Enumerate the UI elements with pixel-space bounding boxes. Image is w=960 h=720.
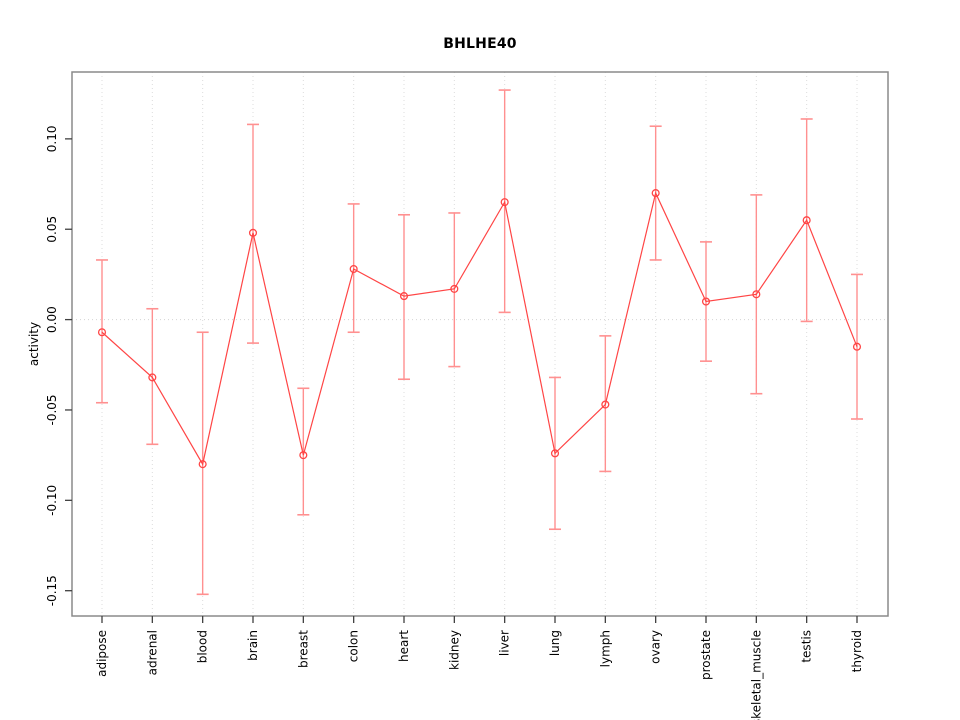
- data-point: [450, 284, 459, 293]
- x-tick-label: liver: [498, 630, 512, 656]
- data-point: [299, 451, 308, 460]
- x-tick-label: prostate: [699, 630, 713, 680]
- data-point: [97, 328, 107, 337]
- data-point: [198, 460, 207, 469]
- x-tick-label: adipose: [95, 630, 109, 677]
- x-tick-label: breast: [296, 630, 310, 668]
- y-tick-label: 0.00: [45, 306, 59, 333]
- data-point: [852, 342, 862, 351]
- data-point: [752, 290, 761, 299]
- chart-title: BHLHE40: [443, 36, 517, 52]
- x-tick-label: brain: [246, 630, 260, 661]
- data-point: [148, 373, 157, 382]
- y-tick-label: 0.05: [45, 216, 59, 243]
- data-point: [500, 198, 509, 207]
- plot-frame: [71, 71, 889, 617]
- y-tick-label: -0.10: [45, 485, 59, 516]
- x-tick-label: skeletal_muscle: [749, 630, 763, 720]
- data-point: [802, 216, 811, 225]
- x-tick-label: blood: [196, 630, 210, 663]
- x-tick-label: thyroid: [850, 630, 864, 672]
- data-point: [399, 292, 409, 301]
- y-tick-label: 0.10: [45, 126, 59, 153]
- data-point: [651, 189, 660, 198]
- data-point: [550, 449, 560, 458]
- data-point: [349, 264, 358, 274]
- x-tick-label: testis: [800, 630, 814, 663]
- y-tick-label: -0.15: [45, 575, 59, 606]
- x-tick-label: lung: [548, 630, 562, 656]
- data-point: [248, 228, 258, 237]
- x-tick-label: kidney: [447, 630, 461, 670]
- x-tick-label: heart: [397, 630, 411, 662]
- data-point: [701, 297, 711, 306]
- x-tick-label: ovary: [649, 630, 663, 664]
- data-point: [601, 400, 610, 409]
- y-tick-label: -0.05: [45, 394, 59, 425]
- x-tick-label: adrenal: [145, 630, 159, 675]
- series-line: [101, 191, 858, 466]
- x-tick-label: lymph: [598, 630, 612, 667]
- x-tick-label: colon: [347, 630, 361, 662]
